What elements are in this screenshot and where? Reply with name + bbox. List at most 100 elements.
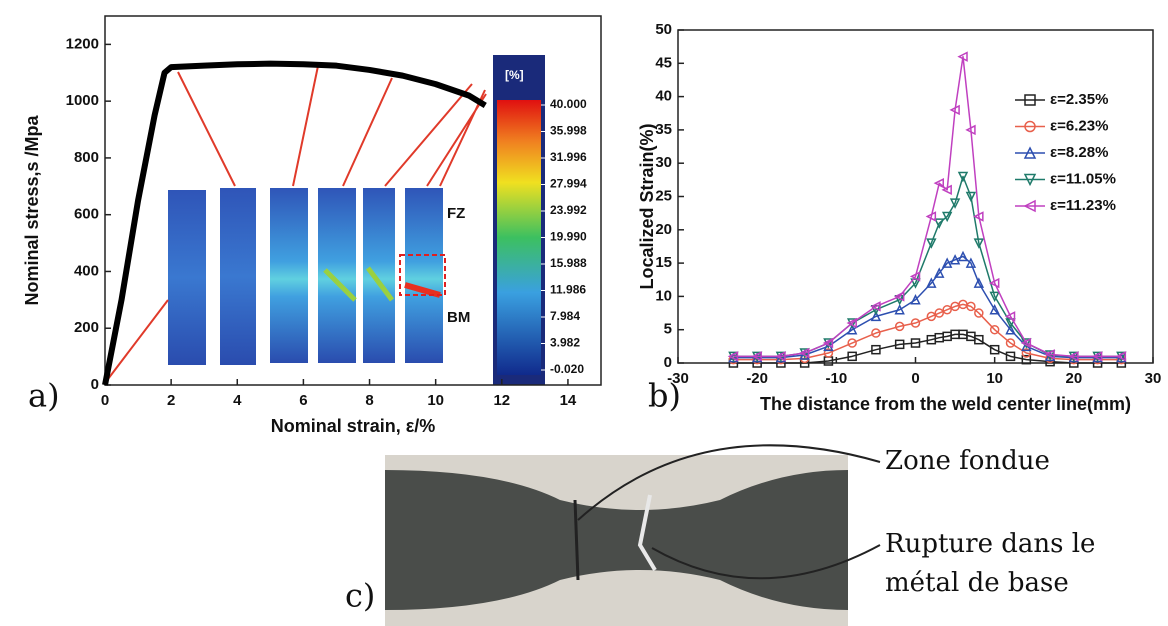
y-tick-label: 200 bbox=[74, 319, 99, 336]
y-axis-label: Localized Strain(%) bbox=[637, 123, 657, 289]
marker bbox=[823, 348, 834, 358]
y-tick-label: 10 bbox=[655, 287, 672, 304]
x-axis-label: The distance from the weld center line(m… bbox=[760, 394, 1131, 414]
marker bbox=[871, 344, 881, 355]
x-tick-label: 10 bbox=[427, 392, 444, 409]
marker bbox=[910, 318, 921, 328]
marker bbox=[934, 218, 945, 229]
y-tick-label: 0 bbox=[664, 354, 672, 371]
panel-label: c) bbox=[345, 577, 375, 615]
marker bbox=[847, 351, 857, 362]
marker bbox=[1091, 351, 1103, 362]
series-line bbox=[102, 60, 487, 386]
x-tick-label: 12 bbox=[493, 392, 510, 409]
x-tick-label: 4 bbox=[233, 392, 242, 409]
marker bbox=[926, 238, 937, 249]
y-tick-label: 40 bbox=[655, 88, 672, 105]
legend-label: ε=6.23% bbox=[1050, 117, 1108, 134]
series-line bbox=[733, 303, 1122, 361]
marker bbox=[893, 291, 905, 302]
x-tick-label: 10 bbox=[986, 370, 1003, 387]
marker bbox=[1021, 354, 1032, 365]
marker bbox=[989, 344, 1000, 355]
marker bbox=[1020, 337, 1032, 349]
y-tick-label: 0 bbox=[91, 376, 99, 393]
marker bbox=[941, 184, 952, 196]
y-tick-label: 35 bbox=[655, 121, 672, 138]
marker bbox=[966, 301, 976, 312]
y-tick-label: 25 bbox=[655, 187, 672, 204]
x-axis-label: Nominal strain, ε/% bbox=[271, 416, 436, 436]
x-tick-label: 8 bbox=[365, 392, 373, 409]
photo-label: métal de base bbox=[885, 568, 1069, 598]
marker bbox=[925, 211, 937, 222]
marker bbox=[965, 257, 977, 268]
plot-frame bbox=[104, 15, 602, 386]
marker bbox=[798, 347, 810, 359]
colorbar bbox=[497, 100, 541, 375]
colorbar-label: 35.998 bbox=[550, 124, 587, 138]
marker bbox=[949, 104, 960, 116]
marker bbox=[1021, 338, 1032, 349]
marker bbox=[870, 310, 882, 322]
legend-marker bbox=[1023, 199, 1036, 213]
x-tick-label: 0 bbox=[911, 370, 919, 387]
y-tick-label: 30 bbox=[655, 154, 672, 171]
y-tick-label: 1000 bbox=[66, 92, 99, 109]
marker bbox=[973, 277, 985, 288]
colorbar-label: 40.000 bbox=[550, 97, 587, 111]
marker bbox=[870, 301, 881, 312]
colorbar-label: 7.984 bbox=[550, 309, 580, 323]
marker bbox=[974, 308, 984, 318]
legend-label: ε=11.05% bbox=[1050, 170, 1116, 187]
marker bbox=[957, 51, 968, 62]
marker bbox=[751, 351, 762, 362]
panel-label: b) bbox=[648, 377, 681, 415]
marker bbox=[942, 304, 952, 315]
marker bbox=[846, 318, 858, 329]
colorbar-title: [%] bbox=[505, 68, 524, 82]
marker bbox=[823, 338, 834, 349]
marker bbox=[1004, 311, 1016, 322]
marker bbox=[965, 191, 977, 203]
colorbar-label: 11.986 bbox=[550, 283, 586, 297]
colorbar-label: 27.994 bbox=[550, 177, 587, 191]
marker bbox=[871, 328, 881, 338]
marker bbox=[894, 304, 905, 315]
x-tick-label: -20 bbox=[746, 370, 768, 387]
arrows-a bbox=[104, 65, 487, 384]
marker bbox=[934, 308, 944, 318]
marker bbox=[989, 304, 1000, 315]
y-tick-label: 50 bbox=[655, 21, 672, 38]
x-tick-label: 0 bbox=[101, 392, 109, 409]
marker bbox=[934, 267, 945, 278]
marker bbox=[926, 277, 937, 288]
photo bbox=[385, 455, 848, 626]
series-line bbox=[733, 333, 1122, 364]
y-tick-label: 15 bbox=[655, 254, 672, 271]
colorbar-label: 23.992 bbox=[550, 203, 587, 217]
marker bbox=[910, 294, 921, 305]
marker bbox=[965, 124, 976, 136]
legend-marker bbox=[1024, 120, 1036, 133]
marker bbox=[1044, 349, 1055, 360]
colorbar-label: -0.020 bbox=[550, 362, 584, 376]
photo-label: Zone fondue bbox=[885, 446, 1050, 476]
annotation: FZ bbox=[447, 205, 465, 222]
y-tick-label: 400 bbox=[74, 262, 99, 279]
legend-label: ε=11.23% bbox=[1050, 197, 1116, 214]
inset-panels bbox=[168, 188, 446, 365]
marker bbox=[989, 324, 1000, 335]
marker bbox=[1115, 351, 1127, 362]
marker bbox=[846, 317, 857, 329]
marker bbox=[933, 177, 944, 189]
x-tick-label: 2 bbox=[167, 392, 175, 409]
marker bbox=[846, 324, 858, 335]
colorbar-label: 19.990 bbox=[550, 230, 587, 244]
marker bbox=[926, 311, 937, 322]
marker bbox=[973, 211, 984, 222]
marker bbox=[909, 271, 921, 282]
marker bbox=[957, 171, 969, 183]
marker bbox=[941, 257, 953, 268]
marker bbox=[949, 198, 961, 209]
